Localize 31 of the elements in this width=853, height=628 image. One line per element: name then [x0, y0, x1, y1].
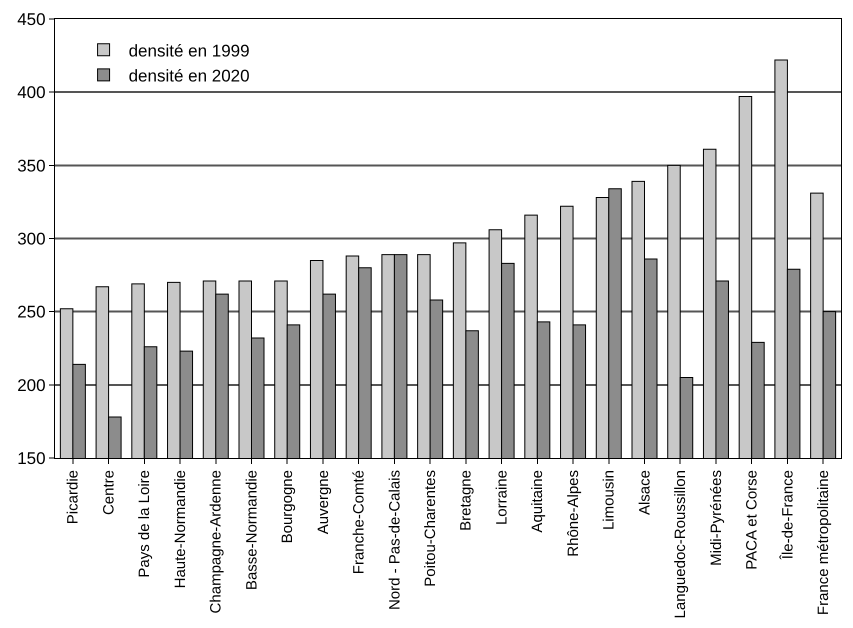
- x-tick-label: Auvergne: [314, 470, 332, 534]
- y-tick-label: 400: [17, 83, 46, 102]
- legend-label: densité en 1999: [128, 41, 250, 60]
- legend-label: densité en 2020: [128, 66, 250, 86]
- x-tick-label: Rhône-Alpes: [564, 470, 582, 557]
- x-tick-label: PACA et Corse: [744, 470, 761, 570]
- x-tick-label: Poitou-Charentes: [422, 470, 440, 587]
- x-tick-label: Picardie: [64, 470, 82, 524]
- x-tick-label: Nord - Pas-de-Calais: [386, 470, 404, 610]
- x-tick-label: Lorraine: [493, 470, 510, 526]
- y-tick-label: 300: [17, 229, 46, 248]
- x-tick-label: France métropolitaine: [815, 470, 832, 616]
- x-tick-label: Pays de la Loire: [136, 470, 154, 578]
- y-tick-label: 150: [17, 448, 46, 468]
- y-tick-label: 450: [17, 10, 46, 29]
- x-tick-label: Alsace: [636, 470, 654, 516]
- y-tick-label: 350: [17, 156, 46, 176]
- x-tick-label: Limousin: [600, 470, 618, 530]
- x-tick-label: Champagne-Ardenne: [208, 470, 225, 614]
- x-tick-label: Franche-Comté: [350, 470, 368, 574]
- x-tick-label: Aquitaine: [529, 470, 546, 533]
- x-tick-label: Bourgogne: [279, 470, 296, 544]
- x-tick-label: Centre: [100, 470, 118, 516]
- x-tick-label: Île-de-France: [778, 470, 796, 560]
- y-tick-label: 250: [17, 302, 46, 322]
- x-tick-label: Haute-Normandie: [172, 470, 189, 588]
- x-tick-label: Languedoc-Roussillon: [672, 470, 690, 618]
- x-tick-label: Basse-Normandie: [243, 470, 260, 590]
- y-tick-label: 200: [17, 376, 46, 395]
- x-tick-label: Bretagne: [458, 470, 475, 531]
- x-tick-label: Midi-Pyrénées: [708, 470, 725, 566]
